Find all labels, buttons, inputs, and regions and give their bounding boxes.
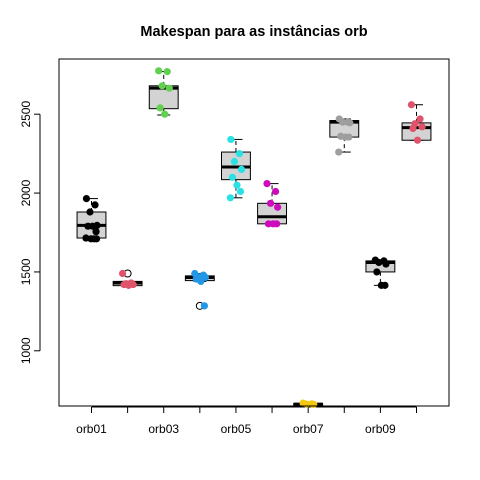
data-point xyxy=(161,110,169,118)
data-point xyxy=(271,187,280,196)
data-point xyxy=(310,400,318,409)
data-point xyxy=(86,208,94,216)
data-point xyxy=(200,302,208,310)
data-point xyxy=(226,194,234,202)
data-point xyxy=(407,101,416,109)
x-tick-label: orb09 xyxy=(365,422,396,436)
data-point xyxy=(125,281,133,289)
data-point xyxy=(266,199,275,207)
data-point xyxy=(274,203,282,211)
data-point xyxy=(165,84,173,92)
data-point xyxy=(156,104,164,112)
data-point xyxy=(273,220,281,228)
data-point xyxy=(237,165,246,174)
data-point xyxy=(87,235,95,243)
data-point xyxy=(230,157,239,166)
data-point xyxy=(118,269,127,278)
data-point xyxy=(303,400,311,408)
data-point xyxy=(413,136,422,144)
data-point xyxy=(88,222,97,230)
y-tick-label: 2000 xyxy=(19,179,33,206)
data-point xyxy=(409,124,417,132)
data-point xyxy=(416,115,424,123)
data-point xyxy=(155,67,163,75)
data-point xyxy=(92,228,100,236)
data-point xyxy=(227,135,235,144)
x-tick-label: orb07 xyxy=(293,422,324,436)
data-point xyxy=(418,123,426,131)
data-point xyxy=(235,150,244,158)
data-point xyxy=(228,173,237,181)
data-point xyxy=(375,258,383,267)
data-point xyxy=(82,194,91,203)
data-point xyxy=(236,187,245,196)
data-point xyxy=(373,268,381,276)
plot-marks: 1000 1500 2000 2500 orb01 orb03 orb05 orb07 orb0… xyxy=(19,67,432,436)
data-point xyxy=(345,133,353,141)
x-tick-label: orb03 xyxy=(148,422,179,436)
plot-frame xyxy=(58,58,450,407)
data-point xyxy=(346,119,354,127)
y-tick-label: 2500 xyxy=(19,101,33,128)
data-point xyxy=(91,201,99,209)
y-tick-label: 1500 xyxy=(19,258,33,285)
data-point xyxy=(382,260,390,268)
data-point xyxy=(163,68,171,76)
y-tick-label: 1000 xyxy=(19,337,33,364)
data-point xyxy=(335,148,343,156)
data-point xyxy=(92,235,101,243)
data-point xyxy=(197,277,205,285)
data-point xyxy=(381,281,389,289)
x-tick-label: orb01 xyxy=(76,422,107,436)
x-tick-label: orb05 xyxy=(221,422,252,436)
data-point xyxy=(263,180,271,188)
data-point xyxy=(233,181,241,189)
data-point xyxy=(339,118,347,126)
data-point xyxy=(158,82,166,90)
chart-title: Makespan para as instâncias orb xyxy=(140,24,367,40)
